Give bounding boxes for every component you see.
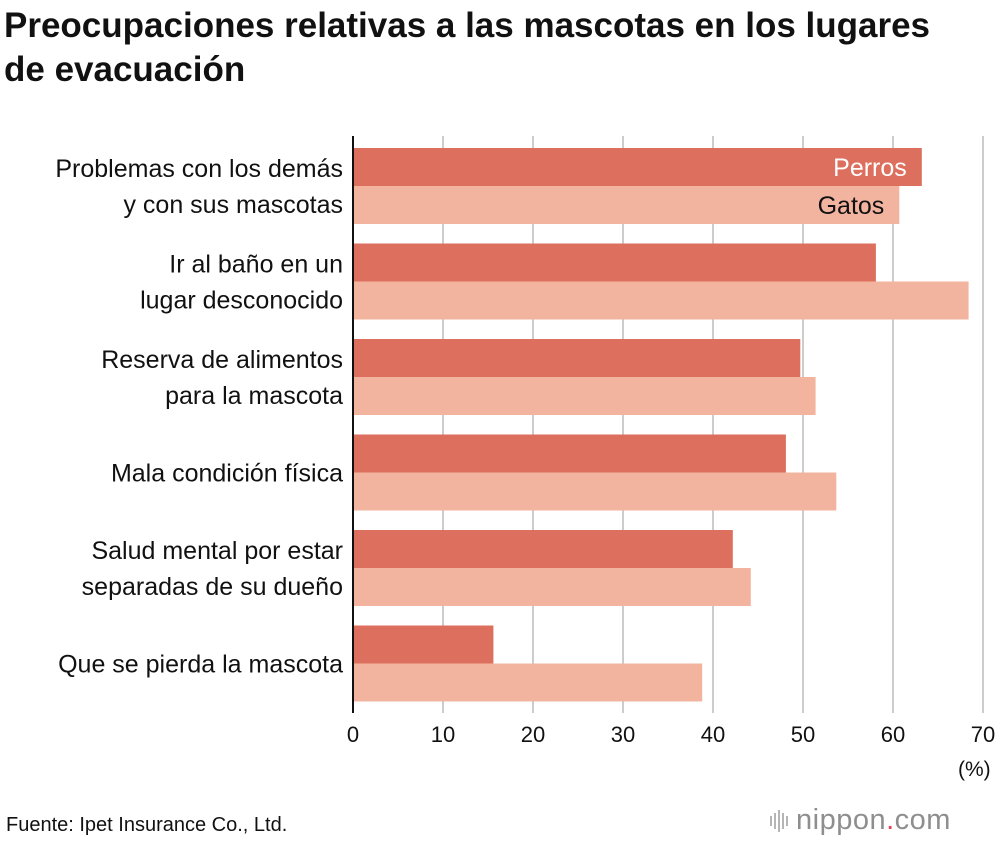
bar-perros [353, 243, 876, 282]
x-tick-label: 40 [701, 722, 725, 747]
bar-gatos [353, 186, 900, 224]
category-label: Salud mental por estar [91, 537, 343, 565]
legend-label-gatos: Gatos [818, 192, 885, 220]
source-note: Fuente: Ipet Insurance Co., Ltd. [6, 814, 288, 836]
category-label: y con sus mascotas [123, 191, 343, 219]
bar-perros [353, 625, 494, 664]
category-label: Problemas con los demás [55, 155, 343, 183]
bar-perros [353, 148, 922, 186]
bar-gatos [353, 663, 703, 702]
logo-bars-icon [770, 809, 788, 832]
x-tick-label: 0 [347, 722, 359, 747]
x-tick-label: 20 [521, 722, 545, 747]
x-tick-label: 10 [431, 722, 455, 747]
nippon-logo: nippon.com [770, 804, 951, 837]
x-tick-label: 50 [791, 722, 815, 747]
x-tick-label: 30 [611, 722, 635, 747]
bar-gatos [353, 472, 837, 511]
logo-wordmark: nippon.com [796, 804, 951, 836]
category-label: Que se pierda la mascota [58, 651, 343, 679]
category-label: Reserva de alimentos [101, 346, 343, 374]
bar-gatos [353, 568, 751, 606]
bar-gatos [353, 377, 816, 415]
bar-perros [353, 530, 733, 568]
x-axis-unit: (%) [958, 758, 991, 781]
category-label: separadas de su dueño [82, 573, 343, 601]
bar-perros [353, 434, 786, 473]
chart-title: Preocupaciones relativas a las mascotas … [4, 6, 931, 89]
bar-chart: Problemas con los demás y con sus mascota… [55, 136, 995, 747]
x-tick-label: 60 [881, 722, 905, 747]
category-label: Ir al baño en un [169, 251, 343, 279]
category-label: lugar desconocido [140, 287, 343, 315]
category-label: para la mascota [165, 382, 343, 410]
x-tick-label: 70 [971, 722, 995, 747]
bar-perros [353, 339, 801, 377]
legend-label-perros: Perros [833, 154, 907, 182]
bar-gatos [353, 281, 969, 320]
category-label: Mala condición física [111, 460, 343, 488]
